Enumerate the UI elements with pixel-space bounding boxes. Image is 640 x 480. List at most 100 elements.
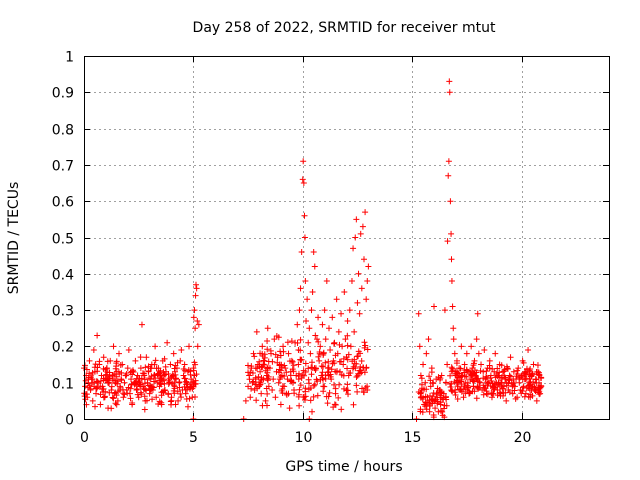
data-point: [94, 332, 101, 339]
data-point: [352, 234, 359, 241]
data-point: [284, 339, 291, 346]
data-point: [359, 385, 366, 392]
data-point: [320, 388, 327, 395]
data-point: [332, 352, 339, 359]
data-point: [300, 158, 307, 165]
data-point: [151, 372, 157, 379]
data-point: [144, 379, 151, 386]
data-point: [161, 355, 168, 362]
data-point: [193, 371, 200, 378]
data-point: [253, 328, 260, 335]
data-point: [329, 360, 336, 367]
data-point: [167, 398, 174, 405]
data-point: [277, 374, 284, 381]
data-point: [480, 368, 487, 375]
data-point: [416, 343, 423, 350]
data-point: [350, 245, 357, 252]
data-point: [114, 378, 121, 385]
data-point: [284, 376, 291, 383]
data-point: [141, 406, 148, 413]
data-point: [171, 365, 178, 372]
data-point: [344, 365, 351, 372]
data-point: [473, 395, 480, 402]
data-point: [123, 370, 130, 377]
data-point: [276, 366, 283, 373]
data-point: [460, 394, 467, 401]
data-point: [450, 325, 457, 332]
data-point: [264, 390, 271, 397]
data-point: [344, 342, 351, 349]
data-point: [250, 350, 257, 357]
data-point: [294, 339, 301, 346]
data-point: [472, 367, 479, 374]
data-point: [448, 364, 455, 371]
y-tick-label: 0.5: [52, 232, 74, 248]
data-point: [309, 408, 316, 415]
data-point: [476, 384, 483, 391]
data-point: [125, 347, 132, 354]
data-point: [516, 375, 523, 382]
data-point: [113, 401, 120, 408]
data-point: [152, 343, 159, 350]
data-point: [269, 386, 276, 393]
data-point: [520, 384, 527, 391]
data-point: [363, 296, 370, 303]
data-point: [100, 365, 107, 372]
data-point: [492, 350, 499, 357]
data-point: [328, 366, 335, 373]
data-point: [316, 357, 323, 364]
data-point: [493, 371, 500, 378]
data-point: [473, 336, 480, 343]
y-tick-label: 0.8: [52, 123, 74, 139]
data-point: [172, 401, 179, 408]
data-point: [488, 377, 495, 384]
data-point: [180, 372, 187, 379]
data-point: [311, 381, 318, 388]
data-point: [290, 362, 297, 369]
data-point: [82, 377, 89, 384]
data-point: [295, 376, 302, 383]
data-point: [104, 375, 111, 382]
data-point: [420, 361, 427, 368]
data-point: [256, 358, 263, 365]
data-point: [470, 377, 477, 384]
data-point: [257, 368, 264, 375]
x-tick-label: 20: [514, 430, 532, 446]
data-point: [331, 401, 338, 408]
data-point: [520, 359, 527, 366]
data-point: [96, 358, 103, 365]
y-tick-label: 1: [65, 50, 74, 66]
data-point: [498, 379, 505, 386]
data-point: [428, 369, 435, 376]
data-point: [422, 403, 429, 410]
data-point: [362, 209, 369, 216]
data-point: [145, 382, 152, 389]
data-point: [165, 377, 172, 384]
data-point: [362, 342, 369, 349]
data-point: [157, 375, 164, 382]
data-point: [500, 368, 507, 375]
data-point: [141, 380, 148, 387]
data-point: [509, 383, 516, 390]
data-point: [336, 358, 343, 365]
data-point: [521, 370, 528, 377]
data-point: [305, 339, 312, 346]
data-point: [415, 310, 422, 317]
data-point: [446, 78, 453, 85]
data-point: [167, 361, 174, 368]
data-point: [191, 307, 198, 314]
data-point: [326, 325, 332, 332]
data-point: [356, 310, 363, 317]
data-point: [295, 346, 302, 353]
data-point: [344, 356, 351, 363]
data-point: [427, 383, 434, 390]
data-point: [470, 362, 477, 369]
data-point: [187, 368, 194, 375]
data-point: [486, 362, 493, 369]
data-point: [354, 353, 361, 360]
data-point: [258, 364, 265, 371]
data-point: [354, 299, 361, 306]
data-point: [112, 389, 119, 396]
data-point: [429, 379, 436, 386]
data-point: [343, 353, 350, 360]
